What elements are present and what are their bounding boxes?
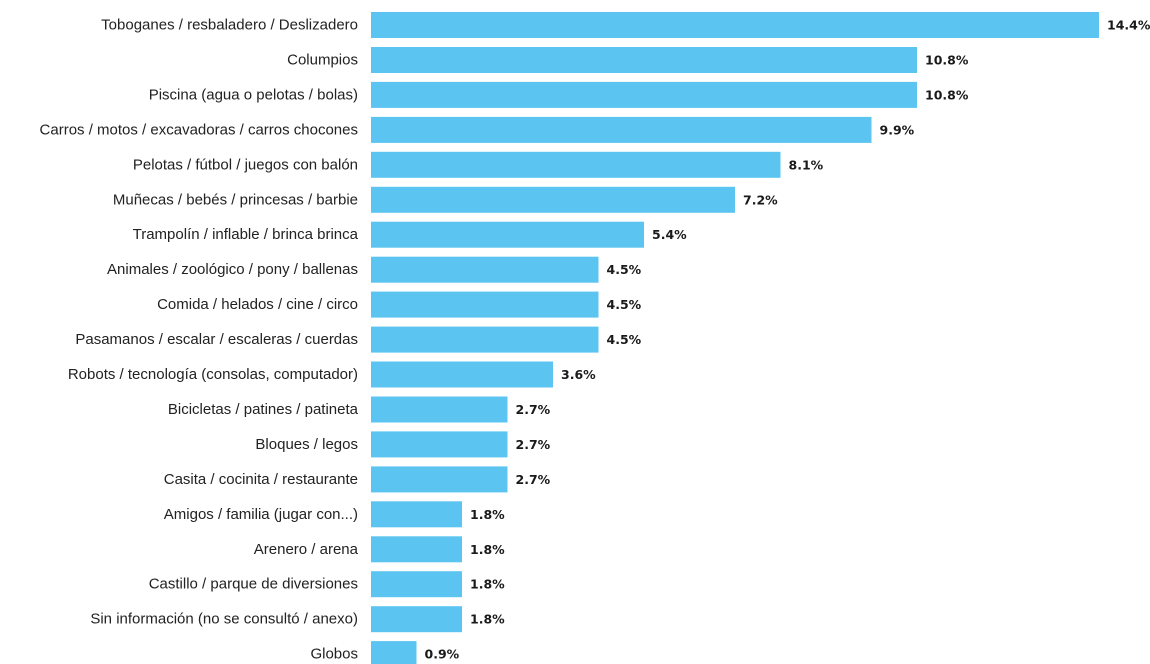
value-label: 7.2% [743, 192, 778, 207]
category-label: Casita / cocinita / restaurante [164, 471, 358, 488]
category-label: Comida / helados / cine / circo [157, 296, 358, 313]
value-label: 1.8% [470, 577, 505, 592]
category-label: Arenero / arena [254, 541, 359, 558]
bar [371, 361, 553, 388]
bar [371, 47, 917, 73]
category-label: Globos [310, 646, 358, 663]
category-label: Animales / zoológico / pony / ballenas [107, 261, 358, 278]
category-label: Piscina (agua o pelotas / bolas) [149, 86, 358, 103]
value-label: 4.5% [607, 332, 642, 347]
value-label: 2.7% [516, 437, 551, 452]
category-label: Bloques / legos [255, 436, 358, 453]
bar [371, 606, 462, 633]
category-label: Amigos / familia (jugar con...) [164, 506, 358, 523]
bar [371, 431, 508, 458]
bar [371, 186, 735, 213]
value-label: 1.8% [470, 612, 505, 627]
value-label: 10.8% [925, 52, 969, 67]
category-label: Trampolín / inflable / brinca brinca [133, 226, 359, 243]
bar [371, 221, 644, 248]
category-label: Carros / motos / excavadoras / carros ch… [40, 121, 358, 138]
category-label: Columpios [287, 51, 358, 68]
category-label: Sin información (no se consultó / anexo) [90, 611, 358, 628]
bar [371, 326, 599, 353]
value-label: 0.9% [425, 647, 460, 662]
bar [371, 501, 462, 528]
value-label: 2.7% [516, 472, 551, 487]
value-label: 9.9% [880, 122, 915, 137]
value-label: 1.8% [470, 507, 505, 522]
value-label: 3.6% [561, 367, 596, 382]
value-label: 8.1% [789, 157, 824, 172]
bar [371, 256, 599, 283]
value-label: 10.8% [925, 87, 969, 102]
category-label: Castillo / parque de diversiones [149, 576, 358, 593]
bar [371, 151, 781, 178]
value-labels-layer: 14.4% 10.8% 10.8% 9.9% 8.1% 7.2% 5.4% 4.5% 4.5% 4… [425, 18, 1150, 662]
category-label: Pasamanos / escalar / escaleras / cuerda… [75, 331, 358, 348]
value-label: 1.8% [470, 542, 505, 557]
category-label: Toboganes / resbaladero / Deslizadero [101, 17, 358, 34]
bar [371, 12, 1099, 38]
category-label: Pelotas / fútbol / juegos con balón [133, 156, 358, 173]
bar [371, 466, 508, 493]
bars-layer [371, 12, 1099, 664]
bar [371, 536, 462, 563]
bar [371, 116, 872, 143]
category-labels-layer: Toboganes / resbaladero / Deslizadero Col… [40, 17, 359, 663]
category-label: Robots / tecnología (consolas, computado… [68, 366, 358, 383]
bar [371, 571, 462, 598]
bar [371, 641, 417, 664]
category-label: Bicicletas / patines / patineta [168, 401, 359, 418]
value-label: 4.5% [607, 262, 642, 277]
bar [371, 81, 917, 108]
value-label: 2.7% [516, 402, 551, 417]
bar [371, 396, 508, 423]
value-label: 4.5% [607, 297, 642, 312]
value-label: 5.4% [652, 227, 687, 242]
value-label: 14.4% [1107, 18, 1150, 33]
bar [371, 291, 599, 318]
category-label: Muñecas / bebés / princesas / barbie [113, 191, 358, 208]
